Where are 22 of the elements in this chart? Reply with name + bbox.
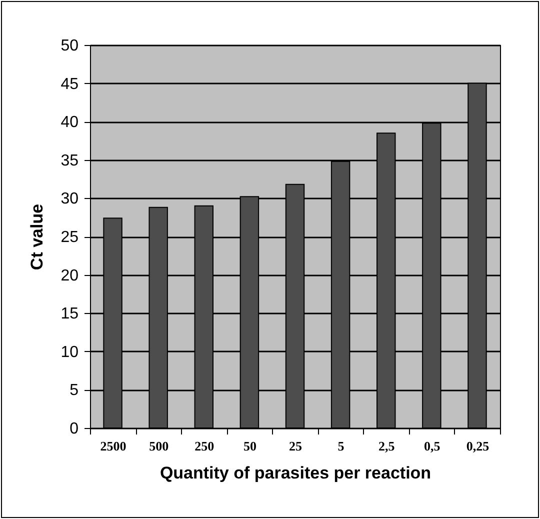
x-tick-label: 50 (243, 438, 256, 454)
x-tick-label: 2,5 (378, 438, 396, 454)
x-tick-label: 250 (194, 438, 214, 454)
y-tick-label: 10 (60, 344, 79, 361)
y-tick-label: 20 (60, 267, 79, 284)
y-tick-label: 5 (70, 382, 79, 400)
y-tick-label: 15 (60, 306, 79, 323)
y-tick-label: 25 (60, 229, 79, 246)
x-tick-label: 25 (289, 438, 302, 454)
x-tick-label: 0,25 (466, 438, 490, 454)
x-tick-label: 2500 (100, 438, 126, 454)
y-tick-label: 35 (60, 152, 79, 170)
x-tick-label: 0,5 (424, 438, 441, 454)
x-axis-title: Quantity of parasites per reaction (160, 464, 432, 482)
x-tick-label: 500 (149, 438, 169, 454)
y-tick-label: 30 (60, 190, 79, 208)
y-tick-label: 45 (60, 76, 79, 93)
y-axis-title: Ct value (28, 204, 47, 270)
y-tick-label: 40 (60, 114, 79, 132)
y-tick-label: 50 (60, 38, 79, 54)
x-tick-label: 5 (338, 438, 345, 454)
y-tick-label: 0 (70, 420, 79, 438)
